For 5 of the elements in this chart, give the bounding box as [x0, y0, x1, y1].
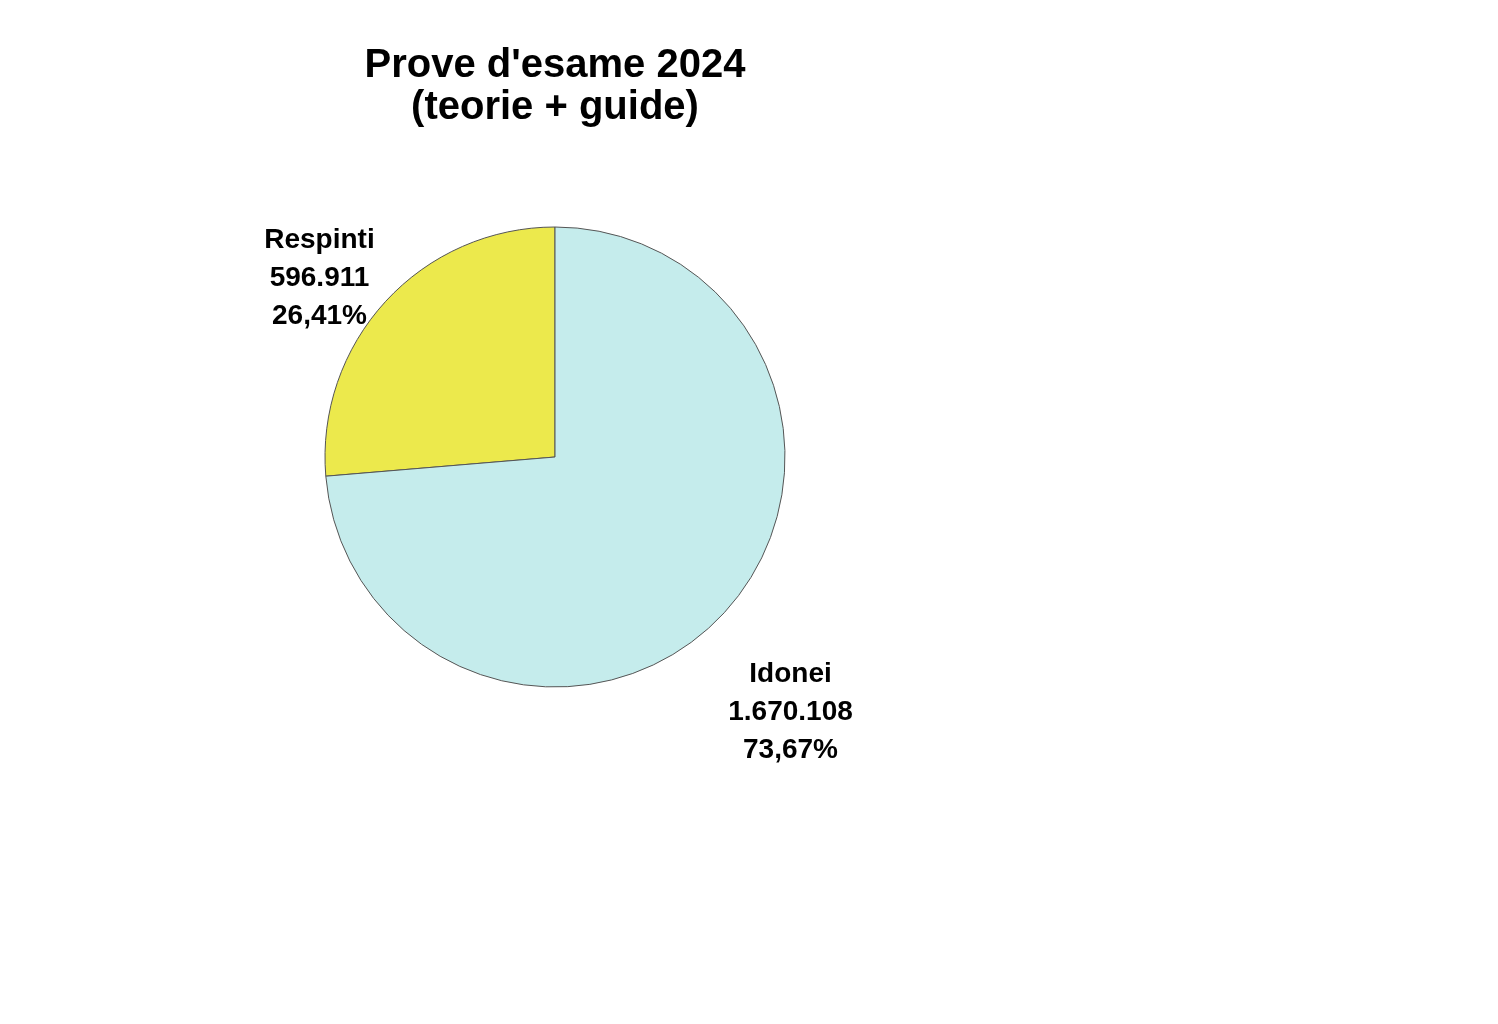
slice-label: Idonei: [749, 656, 832, 688]
slice-label: Respinti: [264, 223, 375, 255]
data-label: 1.670.108 73,67%: [728, 694, 853, 764]
chart-title: Prove d'esame 2024 (teorie + guide): [364, 41, 747, 127]
data-label: 596.911 26,41%: [269, 261, 370, 331]
